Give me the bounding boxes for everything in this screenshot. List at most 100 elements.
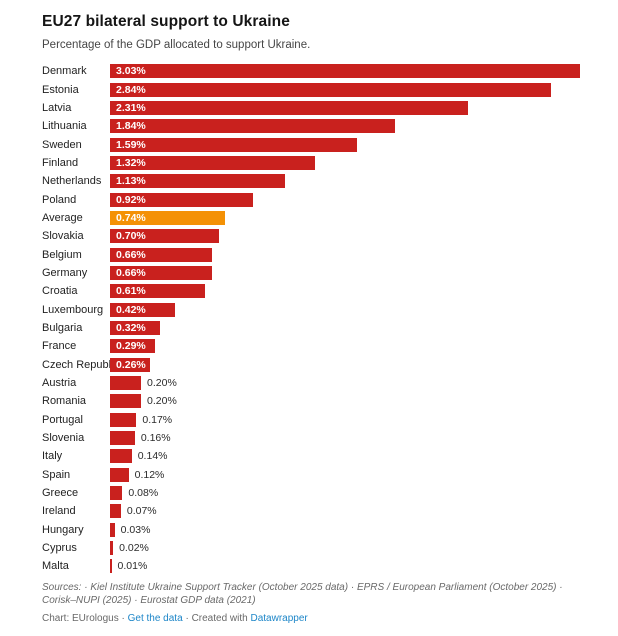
bar-track: 0.16% [110,431,580,446]
country-bar [110,486,123,501]
bar-track: 0.01% [110,559,580,574]
bar-row: Belgium 0.66% [42,245,598,263]
value-label: 0.01% [117,560,148,573]
bar-track: 0.20% [110,394,580,409]
country-label: Croatia [42,285,78,298]
country-bar [110,467,129,482]
byline-dot: · [185,612,189,624]
bar-row: Slovakia 0.70% [42,227,598,245]
value-label: 0.32% [116,321,146,334]
bar-row: Bulgaria 0.32% [42,319,598,337]
country-bar: 0.32% [110,320,160,335]
value-label: 0.16% [140,432,171,445]
bar-row: Average 0.74% [42,209,598,227]
country-label: Luxembourg [42,303,104,316]
country-bar: 1.84% [110,119,396,134]
bar-track: 0.29% [110,339,580,354]
country-label: Spain [42,468,71,481]
bar-row: France 0.29% [42,337,598,355]
created-with-text: Created with [191,612,248,624]
bar-row: Spain 0.12% [42,466,598,484]
bar-track: 0.74% [110,210,580,225]
value-label: 1.84% [116,120,146,133]
country-bar [110,431,135,446]
country-bar: 0.66% [110,247,213,262]
country-label: Average [42,211,83,224]
bar-track: 3.03% [110,64,580,79]
datawrapper-link[interactable]: Datawrapper [250,612,308,624]
bar-row: Sweden 1.59% [42,135,598,153]
value-label: 0.14% [137,450,168,463]
chart-credit: Chart: EUrologus [42,612,119,624]
value-label: 0.12% [134,468,165,481]
country-bar: 0.29% [110,339,155,354]
country-bar: 3.03% [110,64,580,79]
bar-track: 0.42% [110,302,580,317]
country-bar [110,541,114,556]
value-label: 2.84% [116,83,146,96]
country-bar: 0.70% [110,229,219,244]
country-label: Greece [42,487,79,500]
bar-row: Croatia 0.61% [42,282,598,300]
country-bar: 0.66% [110,265,213,280]
country-label: Cyprus [42,542,77,555]
country-bar [110,376,142,391]
value-label: 0.02% [119,542,149,555]
country-bar: 2.84% [110,82,551,97]
bar-row: Romania 0.20% [42,392,598,410]
country-label: Malta [42,560,69,573]
average-bar: 0.74% [110,210,225,225]
bar-track: 0.08% [110,486,580,501]
country-bar [110,449,132,464]
value-label: 0.20% [147,377,177,390]
sources-label: Sources: [42,581,82,593]
bar-chart: Denmark 3.03% Estonia 2.84% Latvia 2.31% Lithu… [42,62,598,576]
country-label: Finland [42,156,79,169]
country-label: Bulgaria [42,321,83,334]
bar-track: 1.13% [110,174,580,189]
sources-list: · Kiel Institute Ukraine Support Tracker… [42,581,563,607]
bar-track: 0.70% [110,229,580,244]
bar-row: Greece 0.08% [42,484,598,502]
country-bar: 0.92% [110,192,253,207]
country-label: Hungary [42,523,84,536]
bar-row: Poland 0.92% [42,190,598,208]
bar-track: 1.32% [110,155,580,170]
country-label: France [42,340,77,353]
bar-track: 0.17% [110,412,580,427]
bar-row: Cyprus 0.02% [42,539,598,557]
bar-row: Estonia 2.84% [42,80,598,98]
value-label: 0.74% [116,211,146,224]
country-label: Estonia [42,83,79,96]
country-bar [110,412,137,427]
country-label: Poland [42,193,77,206]
country-label: Slovenia [42,432,85,445]
bar-track: 0.02% [110,541,580,556]
bar-track: 0.07% [110,504,580,519]
bar-track: 0.92% [110,192,580,207]
chart-footer: Sources: · Kiel Institute Ukraine Suppor… [42,581,598,625]
bar-track: 0.32% [110,320,580,335]
bar-row: Czech Republic 0.26% [42,356,598,374]
bar-row: Denmark 3.03% [42,62,598,80]
bar-track: 0.12% [110,467,580,482]
value-label: 1.13% [116,175,146,188]
bar-row: Latvia 2.31% [42,99,598,117]
value-label: 0.42% [116,303,146,316]
value-label: 0.66% [116,266,146,279]
bar-rows: Denmark 3.03% Estonia 2.84% Latvia 2.31% Lithu… [42,62,598,576]
country-bar [110,522,115,537]
country-bar: 1.13% [110,174,286,189]
bar-track: 1.84% [110,119,580,134]
country-bar: 2.31% [110,100,469,115]
value-label: 3.03% [116,65,146,78]
bar-track: 0.14% [110,449,580,464]
country-label: Belgium [42,248,82,261]
bar-row: Austria 0.20% [42,374,598,392]
value-label: 1.32% [116,156,146,169]
chart-subtitle: Percentage of the GDP allocated to suppo… [42,39,311,51]
bar-row: Netherlands 1.13% [42,172,598,190]
get-the-data-link[interactable]: Get the data [127,612,183,624]
bar-row: Portugal 0.17% [42,411,598,429]
bar-track: 0.66% [110,265,580,280]
